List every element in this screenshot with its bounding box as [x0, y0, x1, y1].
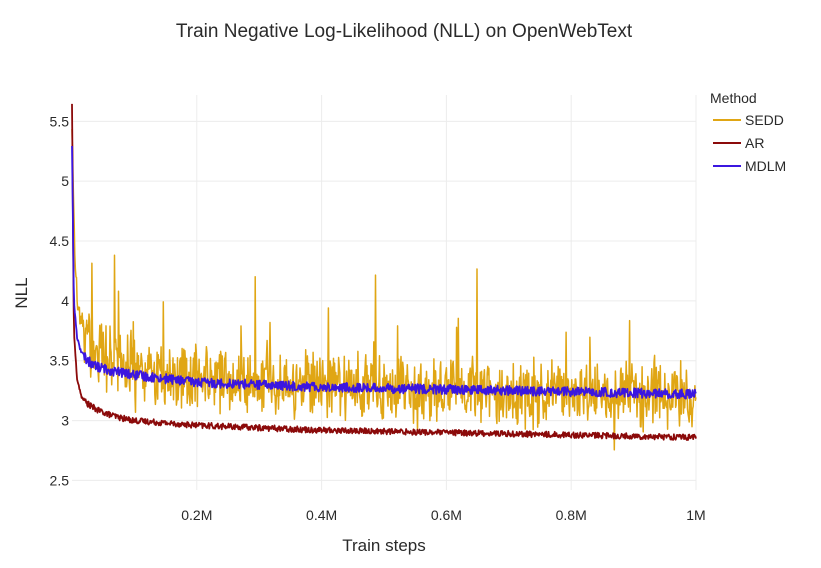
y-tick-label: 5 [61, 173, 69, 189]
y-tick-label: 3 [61, 413, 69, 429]
legend-title: Method [710, 90, 757, 106]
legend-label-mdlm: MDLM [745, 158, 786, 174]
x-tick-label: 1M [686, 507, 705, 523]
x-tick-label: 0.4M [306, 507, 337, 523]
legend-items: SEDD AR MDLM [713, 112, 786, 174]
y-tick-label: 3.5 [50, 353, 70, 369]
x-tick-labels: 0.2M 0.4M 0.6M 0.8M 1M [181, 507, 705, 523]
y-axis-title: NLL [12, 277, 31, 308]
legend-label-sedd: SEDD [745, 112, 784, 128]
legend: Method SEDD AR MDLM [710, 90, 786, 174]
series-line-mdlm [71, 145, 697, 400]
grid-lines [72, 95, 697, 490]
x-tick-label: 0.8M [556, 507, 587, 523]
x-tick-label: 0.6M [431, 507, 462, 523]
y-tick-label: 4.5 [50, 233, 70, 249]
x-axis-title: Train steps [342, 536, 425, 555]
y-tick-label: 2.5 [50, 472, 70, 488]
y-tick-label: 5.5 [50, 113, 70, 129]
series-lines [71, 103, 697, 451]
y-tick-label: 4 [61, 293, 69, 309]
chart-title: Train Negative Log-Likelihood (NLL) on O… [176, 21, 633, 42]
series-line-sedd [71, 128, 697, 451]
x-tick-label: 0.2M [181, 507, 212, 523]
series-line-ar [71, 103, 697, 441]
legend-label-ar: AR [745, 135, 764, 151]
y-tick-labels: 2.5 3 3.5 4 4.5 5 5.5 [50, 113, 70, 488]
